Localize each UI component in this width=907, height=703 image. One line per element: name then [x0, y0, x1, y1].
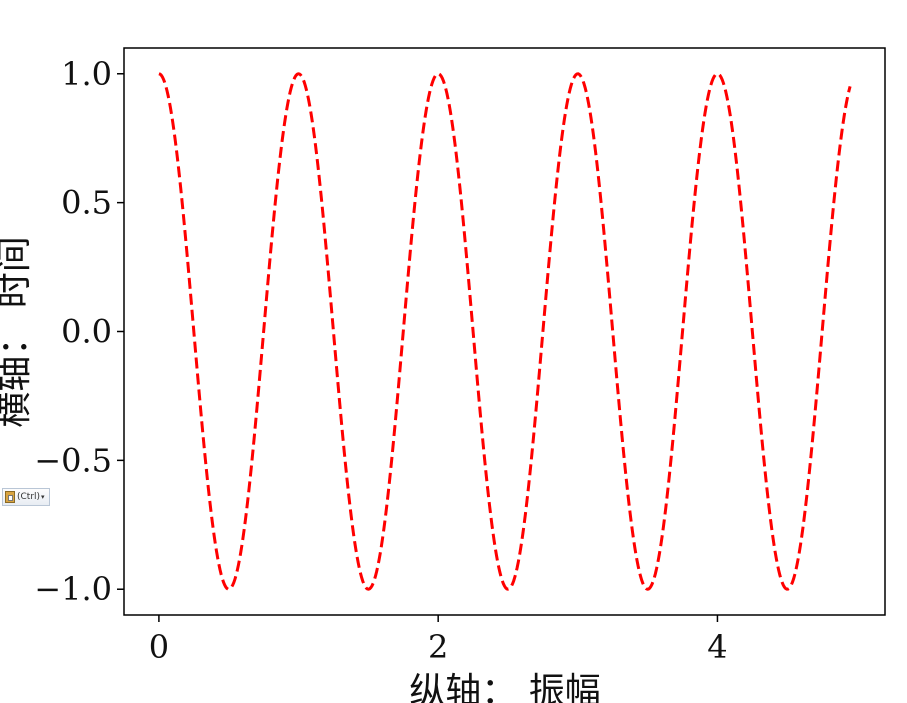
- y-tick-label: 0.5: [61, 184, 112, 222]
- x-axis-label: 纵轴： 振幅: [409, 671, 600, 703]
- clipboard-icon: [5, 491, 15, 503]
- y-tick-label: −1.0: [34, 570, 112, 608]
- paste-options-button[interactable]: (Ctrl) ▾: [2, 488, 50, 506]
- paste-options-label: (Ctrl): [17, 492, 41, 502]
- chevron-down-icon: ▾: [41, 493, 45, 501]
- y-tick-label: 0.0: [61, 313, 112, 351]
- series-line-cosine: [158, 72, 852, 591]
- y-tick-label: −0.5: [34, 441, 112, 479]
- y-axis: 1.0 0.5 0.0 −0.5 −1.0: [34, 55, 124, 608]
- x-tick-label: 4: [707, 628, 727, 666]
- x-tick-label: 0: [149, 628, 169, 666]
- x-axis: 0 2 4: [149, 615, 728, 666]
- x-tick-label: 2: [428, 628, 448, 666]
- y-axis-label: 横轴： 时间: [0, 236, 35, 427]
- y-tick-label: 1.0: [61, 55, 112, 93]
